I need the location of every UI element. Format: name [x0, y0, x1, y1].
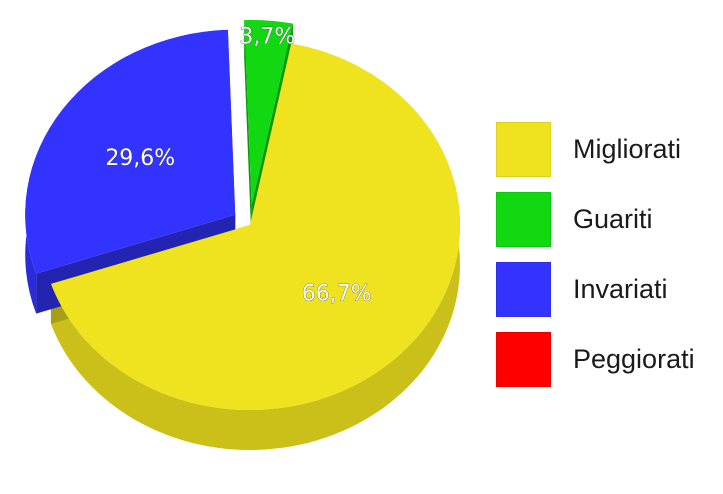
pie-slice-invariati [25, 29, 236, 274]
pie-slice-migliorati [50, 43, 461, 411]
legend-item-migliorati: Migliorati [496, 122, 718, 177]
pie-value-label-guariti: 3,7% [239, 24, 295, 49]
legend-swatch-peggiorati [496, 332, 551, 387]
legend-label-peggiorati: Peggiorati [573, 344, 695, 374]
legend-swatch-guariti [496, 192, 551, 247]
legend-label-guariti: Guariti [573, 204, 653, 234]
legend-label-invariati: Invariati [573, 274, 668, 304]
legend-swatch-migliorati [496, 122, 551, 177]
legend-item-invariati: Invariati [496, 262, 718, 317]
pie-wall-guariti-0 [244, 20, 252, 246]
pie-value-labels: 3,7% 66,7% 29,6% [105, 24, 372, 306]
pie-value-label-invariati: 29,6% [105, 146, 175, 171]
pie-slices [25, 20, 461, 411]
pie-slice-guariti [244, 20, 293, 206]
legend-item-guariti: Guariti [496, 192, 718, 247]
pie-value-label-migliorati: 66,7% [302, 281, 372, 306]
legend-swatch-invariati [496, 262, 551, 317]
legend-label-migliorati: Migliorati [573, 134, 682, 164]
legend-item-peggiorati: Peggiorati [496, 332, 718, 387]
legend: Migliorati Guariti Invariati Peggiorati [496, 122, 718, 402]
